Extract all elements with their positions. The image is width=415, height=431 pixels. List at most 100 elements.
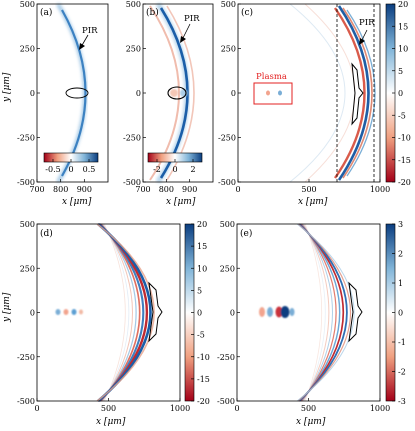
panel-b-colorbar-ticks: -2 0 2 [153, 159, 196, 174]
colorbar-tick-label-0: -2 [153, 165, 161, 174]
panel-a-y-label: y [μm] [2, 72, 12, 103]
x-tick-label-0: 700 [29, 185, 44, 194]
panel-b-x-label: x [μm] [166, 197, 196, 207]
panel-d-y-label: y [μm] [2, 292, 12, 323]
y-tick-label-3: 250 [220, 264, 235, 273]
x-tick-label-2: 900 [77, 185, 92, 194]
colorbar-tick-label-8: -20 [398, 178, 411, 187]
colorbar-tick-label-1: 15 [197, 242, 207, 251]
panel-c-x-label: x [μm] [298, 197, 328, 207]
y-tick-label-1: -250 [17, 134, 35, 143]
panel-a-plasma-contour [65, 87, 89, 99]
colorbar-tick-label-1: 15 [398, 22, 408, 31]
x-tick-label-0: 0 [234, 404, 239, 413]
colorbar-tick-label-5: -2 [398, 368, 406, 377]
y-tick-label-2: 0 [230, 309, 235, 318]
panel-b-label: (b) [146, 7, 159, 18]
y-tick-label-0: -500 [123, 178, 141, 187]
y-tick-label-0: -500 [17, 397, 35, 406]
panel-a-label: (a) [40, 7, 52, 18]
wave-ring-7 [298, 223, 348, 402]
x-tick-label-2: 1000 [370, 404, 390, 413]
y-tick-label-0: -500 [217, 397, 235, 406]
y-tick-label-3: 250 [126, 45, 141, 54]
panel-a-x-label: x [μm] [62, 197, 92, 207]
panel-c-plot-area [238, 4, 380, 182]
y-tick-label-2: 0 [30, 89, 35, 98]
panel-d-plot-area [37, 224, 180, 401]
x-tick-label-0: 700 [135, 185, 150, 194]
colorbar-tick-label-2: 10 [197, 264, 207, 273]
panel-e: (e) 0 500 1000 -500 -250 0 250 500 x [μm] 3 2 1 0 -… [217, 220, 406, 427]
wave-ring-4 [301, 223, 337, 402]
y-tick-label-1: -250 [218, 134, 236, 143]
colorbar-tick-label-2: 0.5 [83, 165, 96, 174]
panel-b-pir-arrowhead [180, 36, 186, 43]
colorbar-tick-label-6: -10 [398, 134, 411, 143]
y-tick-label-4: 500 [126, 0, 141, 9]
colorbar-tick-label-2: 1 [398, 279, 403, 288]
colorbar-tick-label-7: -15 [398, 156, 411, 165]
colorbar-tick-label-4: 0 [398, 89, 403, 98]
wave-ring-8 [96, 223, 155, 402]
wave-ring-2 [102, 223, 133, 402]
panel-e-plasma-blobs [259, 306, 295, 318]
y-tick-label-1: -250 [123, 134, 141, 143]
panel-d: (d) 0 500 1000 -500 -250 0 250 500 x [μm] y [μm… [2, 220, 210, 427]
wave-ring-1 [303, 223, 326, 402]
panel-c-wavefront-blue [337, 5, 370, 181]
y-tick-label-3: 250 [20, 264, 35, 273]
panel-a-pir-label: PIR [82, 26, 98, 36]
panel-d-x-label: x [μm] [96, 417, 126, 427]
panel-c-pir-label: PIR [359, 18, 375, 28]
colorbar-tick-label-0: 20 [398, 0, 408, 9]
colorbar-tick-label-3: 5 [197, 286, 202, 295]
panel-d-pir-contour [148, 281, 163, 343]
wave-ring-3 [101, 223, 137, 402]
panel-a-colorbar-ticks: -0.5 0 0.5 [45, 159, 95, 174]
panel-e-plot-area [237, 224, 380, 401]
panel-d-label: (d) [40, 228, 53, 239]
wave-ring-0 [304, 223, 323, 402]
x-tick-label-1: 500 [101, 404, 116, 413]
panel-c-colorbar-ticks: 20 15 10 5 0 -5 -10 -15 -20 [392, 0, 411, 187]
colorbar-tick-label-0: 20 [197, 220, 207, 229]
x-tick-label-0: 0 [235, 185, 240, 194]
colorbar-tick-label-0: -0.5 [45, 165, 60, 174]
colorbar-tick-label-3: 5 [398, 67, 403, 76]
panel-b: PIR (b) -2 0 2 700 800 900 -500 -250 0 250 500 x … [123, 0, 214, 207]
panel-b-pir-arrow [181, 23, 191, 41]
colorbar-tick-label-1: 2 [398, 250, 403, 259]
y-tick-label-0: -500 [17, 178, 35, 187]
y-tick-label-4: 500 [20, 0, 35, 9]
panel-e-colorbar-ticks: 3 2 1 0 -1 -2 -3 [392, 220, 406, 406]
x-tick-label-0: 0 [34, 404, 39, 413]
y-tick-label-1: -250 [17, 353, 35, 362]
panel-c-plasma-blue [278, 90, 282, 96]
panel-d-colorbar-ticks: 20 15 10 5 0 -5 -10 -15 -20 [191, 220, 210, 406]
wave-ring-5 [300, 223, 341, 402]
colorbar-tick-label-4: -1 [398, 338, 406, 347]
colorbar-tick-label-7: -15 [197, 375, 210, 384]
x-tick-label-1: 800 [53, 185, 68, 194]
y-tick-label-0: -500 [218, 178, 236, 187]
panel-c: Plasma PIR (c) 0 500 1000 -500 -250 0 250 500 x… [218, 0, 411, 207]
y-tick-label-2: 0 [136, 89, 141, 98]
panel-b-pir-label: PIR [184, 14, 200, 24]
panel-e-axis-ticks: 0 500 1000 -500 -250 0 250 500 [217, 220, 390, 413]
panel-c-plasma-label: Plasma [256, 72, 287, 82]
y-tick-label-3: 250 [221, 45, 236, 54]
panel-c-plasma-red [266, 90, 270, 96]
colorbar-tick-label-1: 0 [68, 165, 73, 174]
colorbar-tick-label-6: -3 [398, 397, 406, 406]
colorbar-tick-label-4: 0 [197, 309, 202, 318]
panel-d-plasma-blobs [55, 309, 83, 315]
x-tick-label-1: 800 [159, 185, 174, 194]
panel-e-label: (e) [240, 228, 252, 239]
x-tick-label-2: 1000 [170, 404, 190, 413]
x-tick-label-1: 500 [301, 185, 316, 194]
x-tick-label-1: 500 [301, 404, 316, 413]
panel-a-pir-arrowhead [79, 43, 85, 50]
panel-a-axis-ticks: 700 800 900 -500 -250 0 250 500 [17, 0, 92, 194]
panel-a: PIR (a) -0.5 0 0.5 700 800 900 -500 -250 0 250 50… [2, 0, 109, 207]
